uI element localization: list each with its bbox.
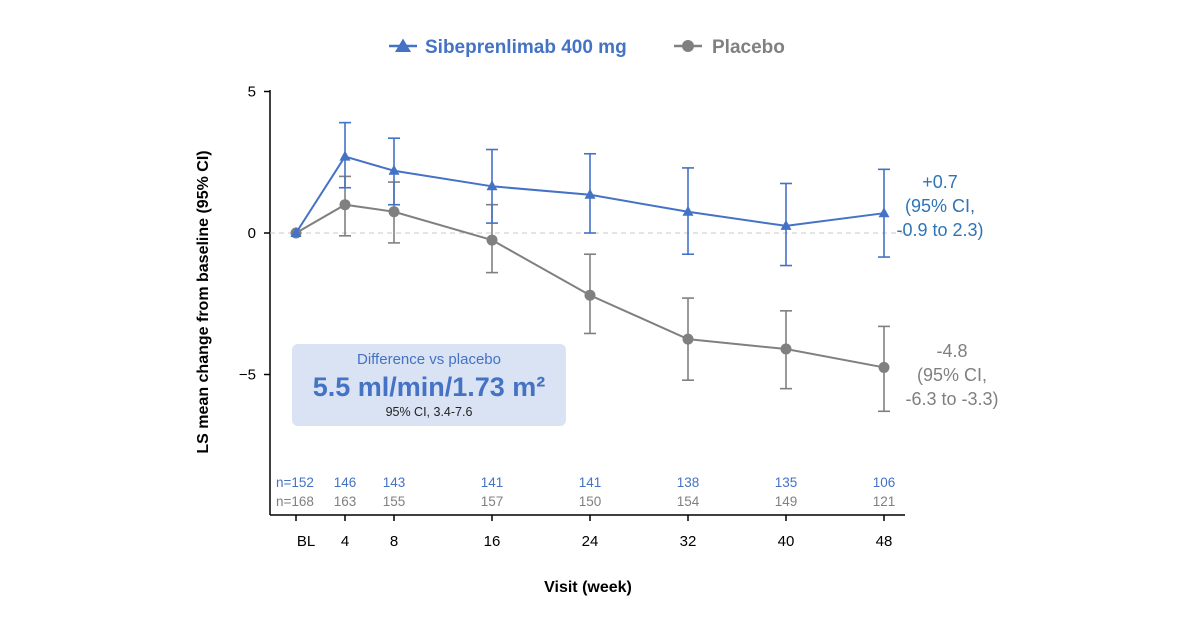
difference-box: Difference vs placebo 5.5 ml/min/1.73 m²… — [292, 344, 566, 426]
data-point — [388, 206, 400, 218]
x-axis-title: Visit (week) — [544, 579, 632, 596]
difference-box-background — [292, 344, 566, 426]
end-label-line: (95% CI, — [905, 196, 975, 216]
data-point — [780, 343, 792, 355]
n-value: 141 — [579, 475, 602, 490]
data-point — [584, 289, 596, 301]
legend: Sibeprenlimab 400 mg Placebo — [389, 37, 785, 58]
n-value: 150 — [579, 494, 602, 509]
x-ticks: BL 4 8 16 24 32 40 48 — [295, 515, 893, 550]
x-tick-label: 16 — [484, 533, 501, 550]
end-label-line: (95% CI, — [917, 365, 987, 385]
y-tick-label: −5 — [239, 367, 256, 384]
data-point — [682, 333, 694, 345]
series-sibeprenlimab — [290, 121, 890, 267]
data-point — [339, 199, 351, 211]
n-value: 138 — [677, 475, 700, 490]
end-label-line: -4.8 — [936, 341, 967, 361]
series-line — [295, 155, 885, 234]
end-label-line: -6.3 to -3.3) — [905, 389, 998, 409]
end-label-line: -0.9 to 2.3) — [896, 220, 983, 240]
end-labels: +0.7 (95% CI, -0.9 to 2.3) -4.8 (95% CI, -6.3… — [896, 172, 998, 409]
x-tick-label: 40 — [778, 533, 795, 550]
circle-marker-icon — [682, 40, 694, 52]
y-axis-title: LS mean change from baseline (95% CI) — [195, 150, 212, 453]
n-value: 154 — [677, 494, 700, 509]
x-tick-label: 4 — [341, 533, 349, 550]
n-value: 155 — [383, 494, 406, 509]
n-row-label: n=152 — [276, 475, 314, 490]
data-point — [878, 207, 890, 218]
n-value: 141 — [481, 475, 504, 490]
data-point — [780, 219, 792, 230]
data-point — [584, 188, 596, 199]
data-point — [388, 164, 400, 175]
legend-label-sibeprenlimab: Sibeprenlimab 400 mg — [425, 37, 627, 58]
n-row-label: n=168 — [276, 494, 314, 509]
n-value: 135 — [775, 475, 798, 490]
data-point — [486, 180, 498, 191]
legend-item-sibeprenlimab: Sibeprenlimab 400 mg — [389, 37, 627, 58]
x-tick-label: 48 — [876, 533, 893, 550]
end-label-line: +0.7 — [922, 172, 958, 192]
n-at-risk-table: n=152 146 143 141 141 138 135 106 n=168 163 155 157… — [276, 475, 895, 509]
series-placebo — [290, 175, 890, 413]
legend-label-placebo: Placebo — [712, 37, 785, 58]
y-tick-label: 5 — [248, 84, 256, 101]
y-tick-label: 0 — [248, 225, 256, 242]
legend-item-placebo: Placebo — [674, 37, 785, 58]
data-point — [486, 234, 498, 246]
x-tick-label: BL — [297, 533, 315, 550]
data-point — [878, 361, 890, 373]
series-line — [295, 203, 885, 369]
n-value: 106 — [873, 475, 896, 490]
n-value: 149 — [775, 494, 798, 509]
data-point — [290, 227, 302, 237]
n-value: 157 — [481, 494, 504, 509]
n-value: 143 — [383, 475, 406, 490]
data-point — [682, 205, 694, 216]
triangle-marker-icon — [395, 38, 411, 52]
x-tick-label: 32 — [680, 533, 697, 550]
x-tick-label: 8 — [390, 533, 398, 550]
y-ticks: 5 0 −5 — [239, 84, 270, 384]
n-value: 121 — [873, 494, 896, 509]
series-layer — [290, 121, 890, 413]
difference-box-title: Difference vs placebo — [357, 351, 501, 368]
difference-box-ci: 95% CI, 3.4-7.6 — [386, 405, 473, 419]
x-tick-label: 24 — [582, 533, 599, 550]
data-point — [339, 150, 351, 161]
n-value: 146 — [334, 475, 357, 490]
difference-box-value: 5.5 ml/min/1.73 m² — [313, 372, 546, 402]
n-value: 163 — [334, 494, 357, 509]
